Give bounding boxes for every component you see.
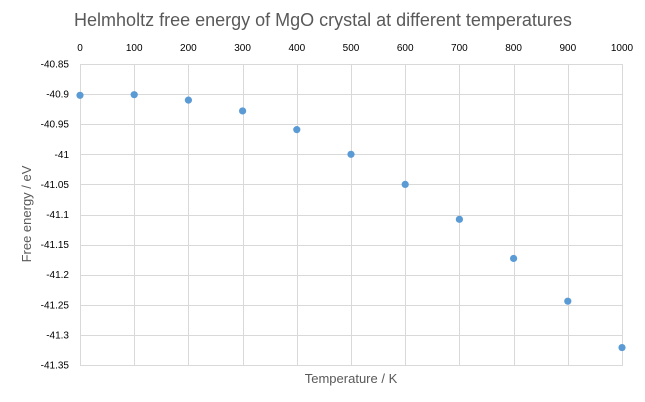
y-tick-label: -41.35 <box>41 361 70 372</box>
x-tick-label: 900 <box>559 43 576 54</box>
y-tick-label: -41 <box>55 150 70 161</box>
x-axis-title: Temperature / K <box>305 371 398 386</box>
data-point <box>564 297 572 305</box>
y-tick-label: -40.85 <box>41 60 70 71</box>
x-axis-tick-labels: 0 100 200 300 400 500 600 700 800 900 1000 <box>77 43 633 54</box>
data-points <box>76 91 626 352</box>
x-tick-label: 600 <box>397 43 414 54</box>
y-axis-title: Free energy / eV <box>19 165 34 262</box>
plot-area-border <box>80 64 623 366</box>
data-point <box>130 91 138 99</box>
data-point <box>184 96 192 104</box>
data-point <box>618 343 626 352</box>
grid-lines <box>80 64 623 366</box>
data-point <box>76 91 84 99</box>
data-point <box>401 180 409 188</box>
data-point <box>293 126 301 134</box>
chart-title: Helmholtz free energy of MgO crystal at … <box>74 10 572 30</box>
data-point <box>509 254 518 263</box>
x-tick-label: 1000 <box>611 43 634 54</box>
y-tick-label: -40.9 <box>46 90 69 101</box>
y-tick-label: -41.15 <box>41 240 70 251</box>
x-tick-label: 100 <box>126 43 143 54</box>
x-tick-label: 300 <box>234 43 251 54</box>
y-tick-label: -41.25 <box>41 300 70 311</box>
data-point <box>455 215 463 223</box>
y-tick-label: -41.1 <box>46 210 69 221</box>
x-tick-label: 800 <box>505 43 522 54</box>
data-point <box>347 150 355 158</box>
y-axis-tick-labels: -40.85 -40.9 -40.95 -41 -41.05 -41.1 -41.15 -41… <box>41 60 70 372</box>
x-tick-label: 700 <box>451 43 468 54</box>
data-point <box>239 107 247 115</box>
y-tick-label: -41.05 <box>41 180 70 191</box>
y-tick-label: -41.3 <box>46 330 69 341</box>
x-tick-label: 500 <box>343 43 360 54</box>
y-tick-label: -41.2 <box>46 270 69 281</box>
x-tick-label: 0 <box>77 43 83 54</box>
x-tick-label: 400 <box>288 43 305 54</box>
y-tick-label: -40.95 <box>41 120 70 131</box>
x-tick-label: 200 <box>180 43 197 54</box>
